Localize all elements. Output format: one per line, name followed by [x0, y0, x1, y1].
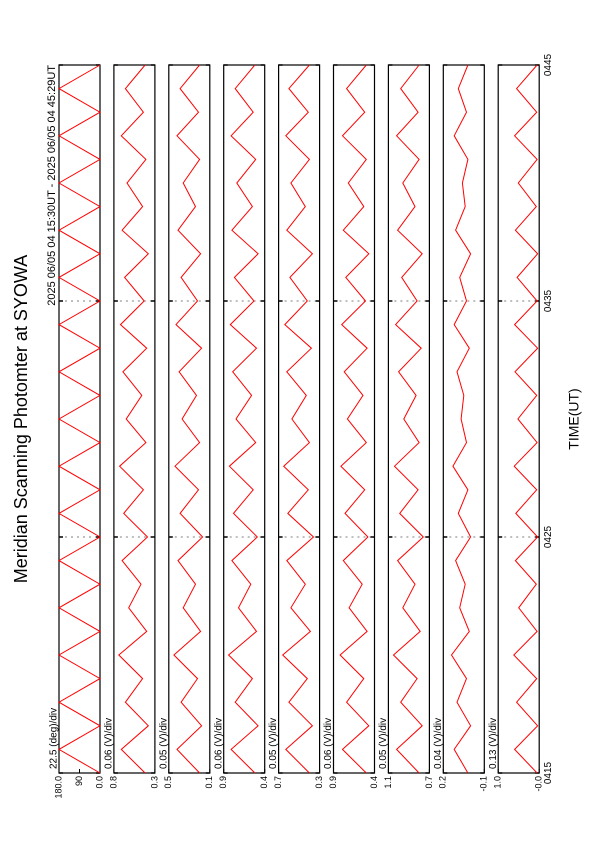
y-tick-label: 180.0: [53, 776, 63, 799]
data-line: [392, 64, 425, 774]
scale-label: 0.04 (V)/div: [433, 718, 444, 769]
y-tick-label: 0.0: [94, 776, 104, 789]
x-tick-label: 0435: [543, 289, 554, 312]
scale-label: 22.5 (deg)/div: [49, 708, 60, 769]
data-line: [513, 64, 539, 774]
scale-label: 0.06 (V)/div: [104, 718, 115, 769]
y-tick-label: 0.2: [438, 776, 448, 789]
y-tick-label: -0.1: [479, 776, 489, 792]
x-tick-label: 0415: [543, 761, 554, 784]
y-tick-label: 0.5: [163, 776, 173, 789]
scale-label: 0.05 (V)/div: [158, 718, 169, 769]
panel-frame: [223, 64, 266, 774]
data-line: [227, 64, 259, 774]
y-tick-label: 1.0: [493, 776, 503, 789]
data-line: [339, 64, 370, 774]
y-tick-label: 0.9: [218, 776, 228, 789]
scale-label: 0.06 (V)/div: [323, 718, 334, 769]
chart-title: Meridian Scanning Photomter at SYOWA: [11, 255, 31, 583]
panel-frame: [387, 64, 430, 774]
y-tick-label: 0.4: [369, 776, 379, 789]
y-tick-label: 0.1: [204, 776, 214, 789]
scale-label: 0.05 (V)/div: [378, 718, 389, 769]
data-line: [118, 64, 150, 774]
y-tick-label: 0.4: [259, 776, 269, 789]
y-tick-label: 0.3: [314, 776, 324, 789]
data-line: [173, 64, 204, 774]
panel-frame: [278, 64, 321, 774]
chart-subtitle: 2025 06/05 04 15:30UT - 2025 06/05 04 45…: [46, 65, 58, 306]
y-tick-label: 90: [74, 776, 84, 786]
panel-frame: [113, 64, 156, 774]
y-tick-label: 0.7: [273, 776, 283, 789]
y-tick-label: 0.8: [108, 776, 118, 789]
y-tick-label: 0.7: [424, 776, 434, 789]
data-line: [57, 64, 102, 774]
panel-frame: [442, 64, 485, 774]
scale-label: 0.05 (V)/div: [268, 718, 279, 769]
y-tick-label: 1.1: [383, 776, 393, 789]
y-tick-label: 0.9: [328, 776, 338, 789]
scale-label: 0.06 (V)/div: [213, 718, 224, 769]
panel-frame: [497, 64, 540, 774]
y-tick-label: -0.0: [534, 776, 544, 792]
scale-label: 0.13 (V)/div: [488, 718, 499, 769]
x-tick-label: 0425: [543, 525, 554, 548]
x-axis-label: TIME(UT): [566, 388, 582, 449]
data-line: [281, 64, 315, 774]
data-line: [450, 64, 472, 774]
x-tick-label: 0445: [543, 53, 554, 76]
rotated-plot: Meridian Scanning Photomter at SYOWA 202…: [11, 53, 582, 798]
y-tick-label: 0.3: [149, 776, 159, 789]
panel-frame: [168, 64, 211, 774]
panel-frame: [332, 64, 376, 774]
